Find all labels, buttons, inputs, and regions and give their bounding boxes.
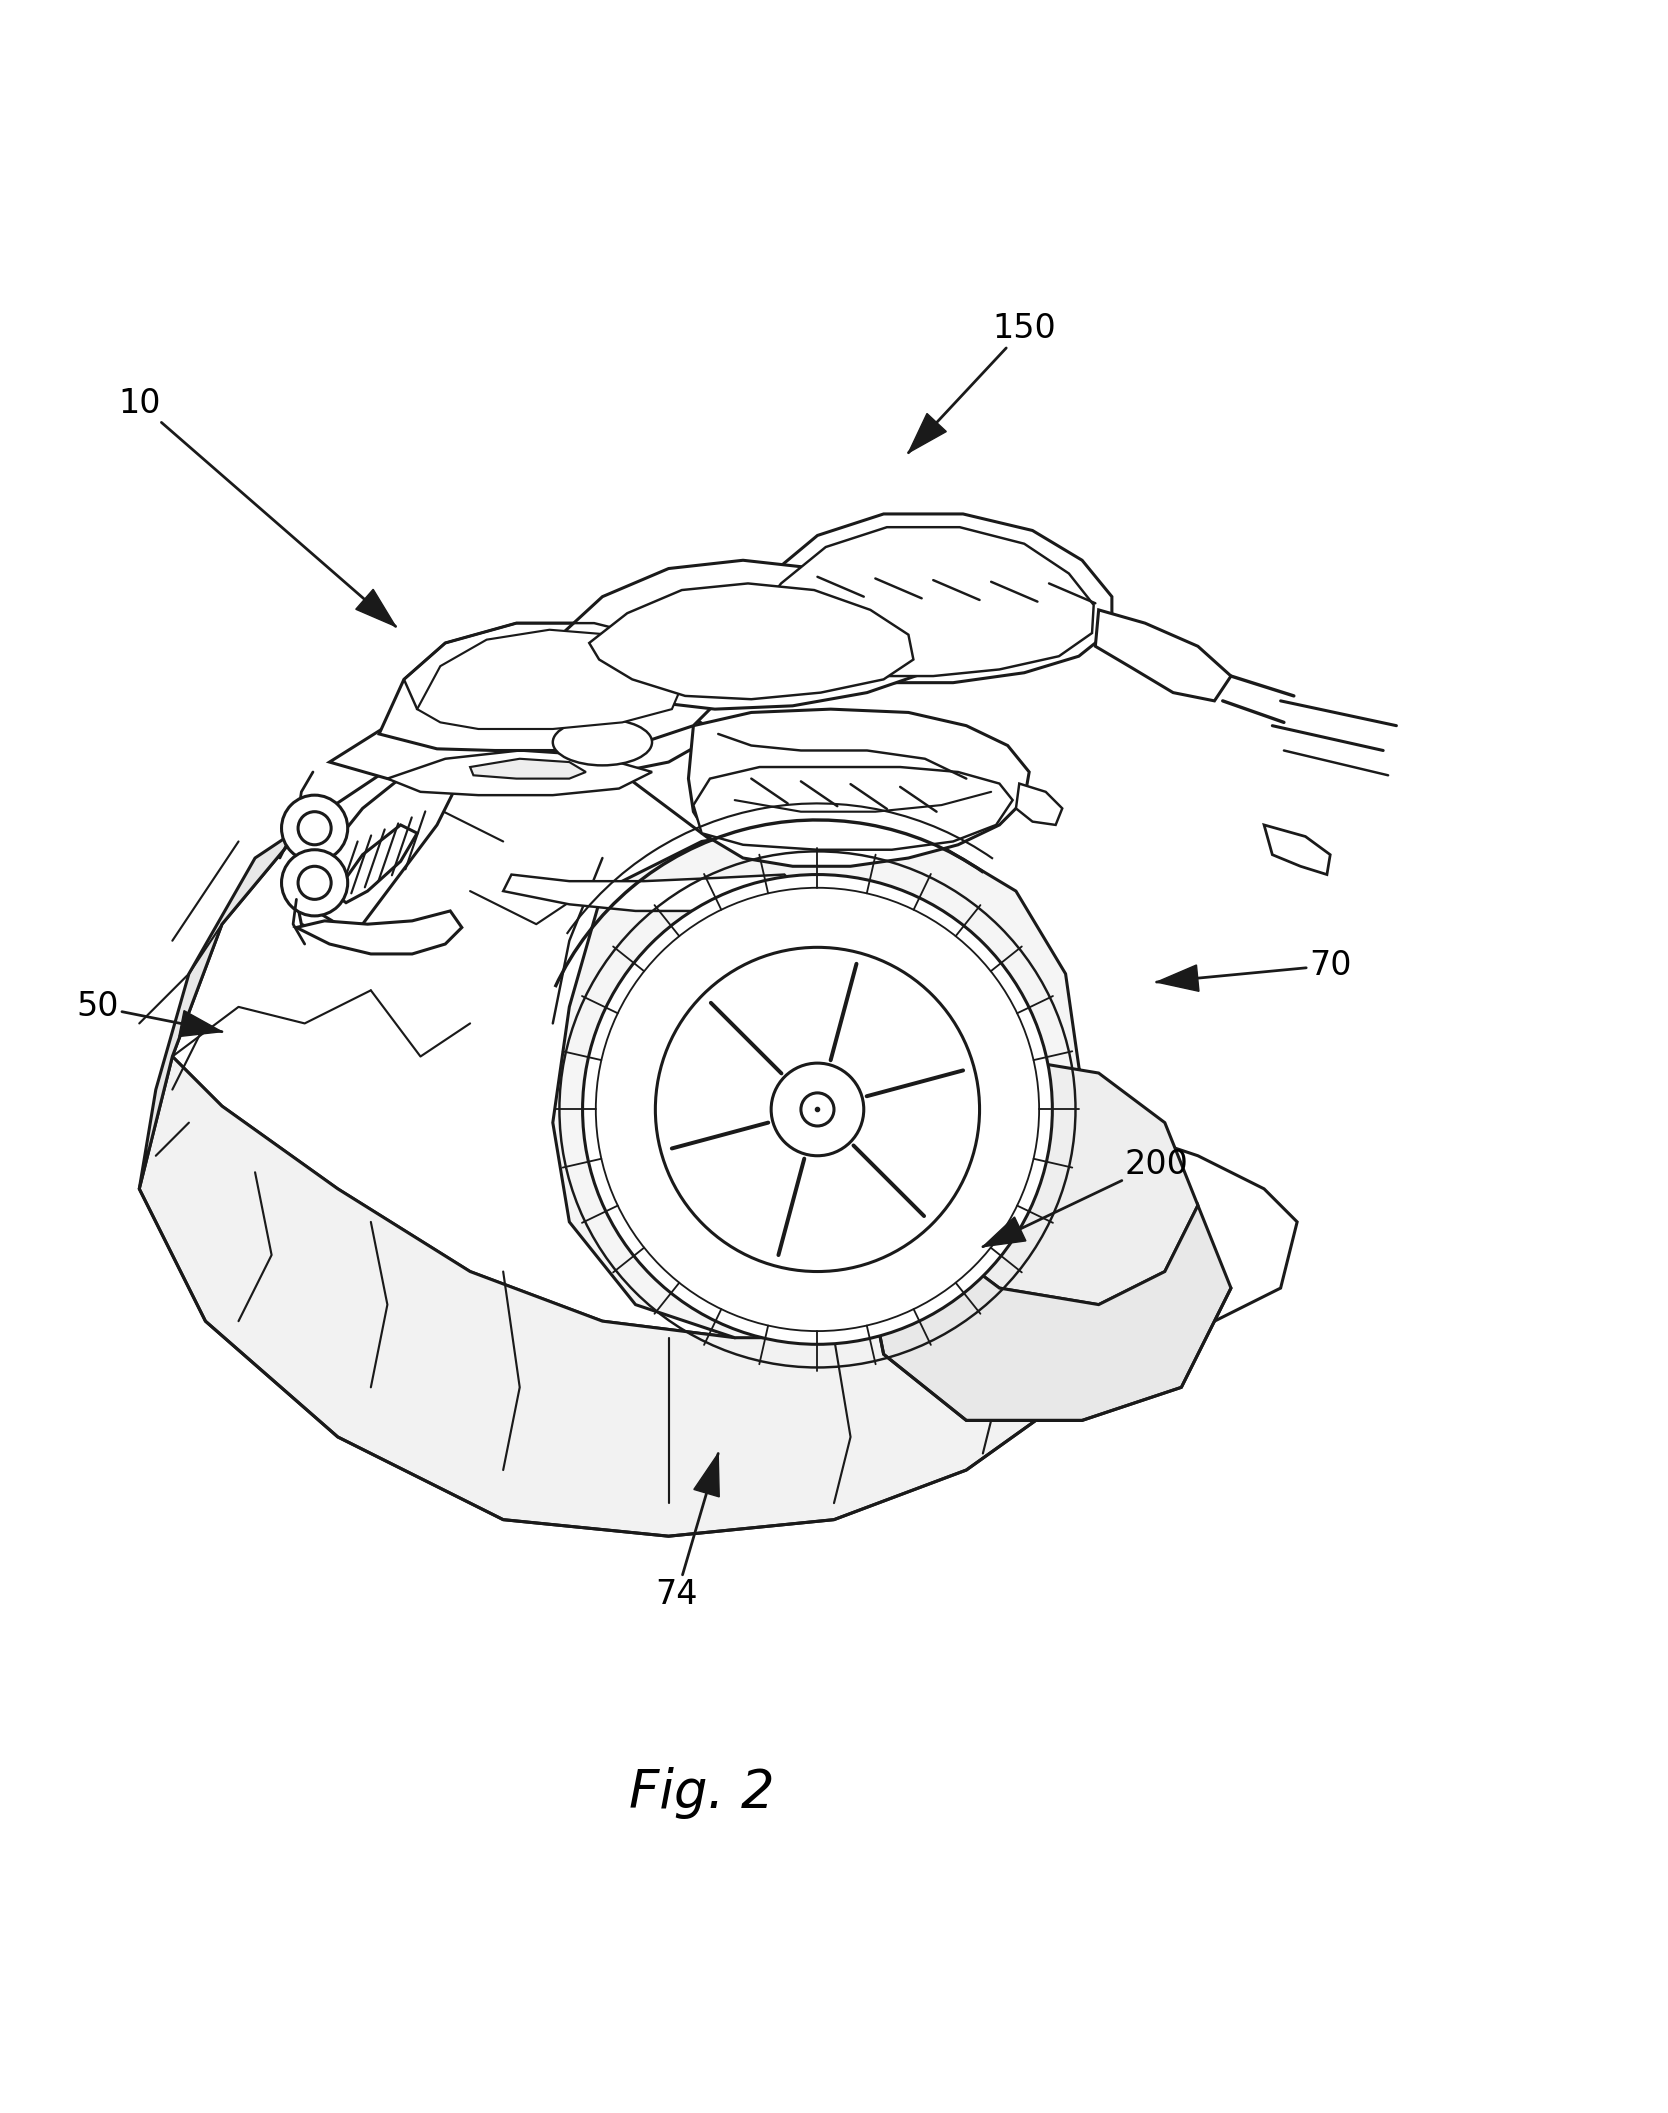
Ellipse shape xyxy=(552,718,652,765)
Polygon shape xyxy=(747,513,1113,682)
Polygon shape xyxy=(694,767,1012,849)
Circle shape xyxy=(282,849,347,915)
Polygon shape xyxy=(387,750,652,794)
Text: 74: 74 xyxy=(656,1454,719,1610)
Polygon shape xyxy=(754,526,1094,676)
Polygon shape xyxy=(335,824,417,902)
Polygon shape xyxy=(589,583,914,699)
Circle shape xyxy=(582,875,1053,1344)
Polygon shape xyxy=(966,1090,1298,1338)
Polygon shape xyxy=(867,1204,1231,1420)
Text: 200: 200 xyxy=(982,1147,1189,1247)
Polygon shape xyxy=(379,623,719,750)
Polygon shape xyxy=(982,1217,1026,1247)
Text: 70: 70 xyxy=(1156,949,1351,983)
Text: 50: 50 xyxy=(77,991,222,1031)
Polygon shape xyxy=(1016,784,1063,824)
Circle shape xyxy=(656,947,979,1272)
Polygon shape xyxy=(172,725,1099,1338)
Polygon shape xyxy=(297,911,462,953)
Circle shape xyxy=(801,1092,834,1126)
Polygon shape xyxy=(909,414,946,452)
Polygon shape xyxy=(1096,611,1231,702)
Text: 150: 150 xyxy=(909,313,1056,452)
Circle shape xyxy=(299,811,332,845)
Polygon shape xyxy=(504,875,801,911)
Text: Fig. 2: Fig. 2 xyxy=(629,1766,774,1819)
Polygon shape xyxy=(689,710,1029,866)
Polygon shape xyxy=(297,767,454,923)
Polygon shape xyxy=(355,590,395,625)
Circle shape xyxy=(282,794,347,862)
Polygon shape xyxy=(138,824,305,1190)
Polygon shape xyxy=(138,1056,1133,1536)
Polygon shape xyxy=(470,759,585,778)
Circle shape xyxy=(771,1063,864,1156)
Polygon shape xyxy=(330,689,719,784)
Polygon shape xyxy=(417,630,682,729)
Circle shape xyxy=(299,866,332,900)
Polygon shape xyxy=(178,1010,222,1037)
Polygon shape xyxy=(1156,966,1199,991)
Polygon shape xyxy=(560,560,946,710)
Polygon shape xyxy=(694,1454,719,1496)
Polygon shape xyxy=(552,824,1083,1338)
Text: 10: 10 xyxy=(118,387,395,625)
Polygon shape xyxy=(1264,824,1331,875)
Polygon shape xyxy=(901,1056,1198,1304)
